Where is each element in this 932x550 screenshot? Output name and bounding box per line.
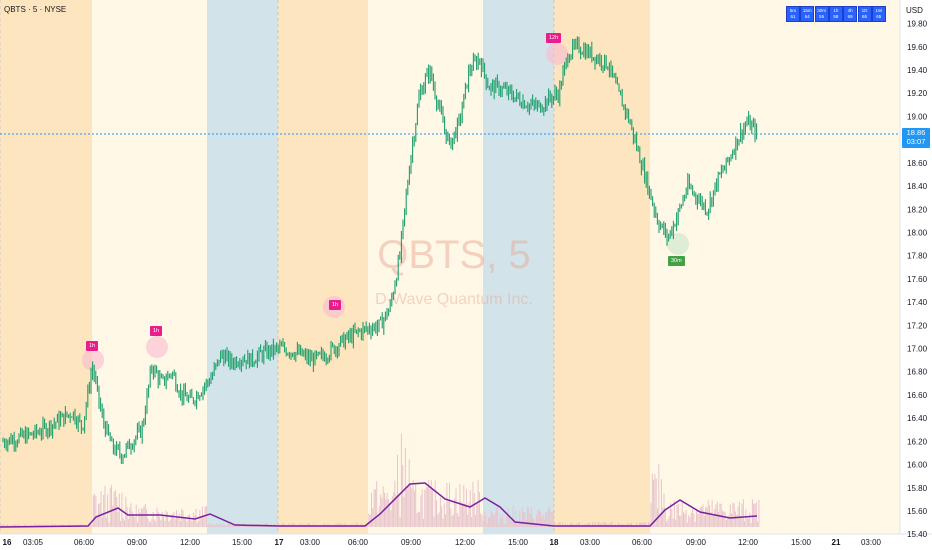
price-tick-label: 16.00	[907, 461, 928, 470]
time-axis[interactable]: 16 03:05 06:00 09:00 12:00 15:00 17 03:00 06:00 0…	[3, 538, 882, 547]
price-tick-label: 17.40	[907, 298, 928, 307]
session-band-premarket	[0, 0, 92, 534]
price-tick-label: 15.60	[907, 507, 928, 516]
price-tick-label: 18.00	[907, 228, 928, 237]
session-backgrounds	[0, 0, 900, 534]
volume-ma-line	[0, 482, 758, 528]
timeframe-value: 65	[876, 14, 882, 19]
price-tick-label: 17.80	[907, 252, 928, 261]
time-tick-label: 15:00	[508, 538, 529, 547]
time-tick-label: 17	[275, 538, 284, 547]
time-tick-label: 15:00	[232, 538, 253, 547]
low-marker-tag: 30m	[668, 256, 685, 266]
time-tick-label: 16	[3, 538, 12, 547]
timeframe-label: 30m	[817, 8, 826, 13]
price-tick-label: 16.40	[907, 414, 928, 423]
currency-label[interactable]: USD	[906, 6, 923, 15]
timeframe-label: 1h	[833, 8, 839, 13]
time-tick-label: 12:00	[738, 538, 759, 547]
timeframe-value: 64	[804, 14, 810, 19]
price-tick-label: 19.60	[907, 43, 928, 52]
price-tick-label: 17.00	[907, 345, 928, 354]
watermark-symbol: QBTS, 5	[377, 233, 530, 277]
high-marker-tag: 12h	[546, 33, 562, 43]
timeframe-box: 15m 64	[800, 6, 815, 22]
watermark-company: D-Wave Quantum Inc.	[375, 291, 533, 308]
timeframe-value: 58	[833, 14, 839, 19]
price-tick-label: 16.60	[907, 391, 928, 400]
time-tick-label: 06:00	[348, 538, 369, 547]
timeframe-value: 65	[861, 14, 867, 19]
time-tick-label: 06:00	[74, 538, 95, 547]
timeframe-label: 15m	[802, 8, 812, 13]
price-tick-label: 19.80	[907, 20, 928, 29]
timeframe-box: 30m 55	[814, 6, 829, 22]
timeframe-label: 1W	[875, 8, 883, 13]
session-band-premarket	[278, 0, 368, 534]
timeframe-value: 69	[847, 14, 853, 19]
timeframe-box: 1W 65	[871, 6, 886, 22]
price-tick-label: 16.20	[907, 437, 928, 446]
time-tick-label: 21	[832, 538, 841, 547]
price-tick-label: 19.20	[907, 89, 928, 98]
time-tick-label: 03:00	[580, 538, 601, 547]
price-tick-label: 17.60	[907, 275, 928, 284]
session-band-premarket	[554, 0, 650, 534]
time-tick-label: 09:00	[127, 538, 148, 547]
time-tick-label: 06:00	[632, 538, 653, 547]
price-tick-label: 16.80	[907, 368, 928, 377]
last-price-value: 18.86	[906, 128, 926, 137]
timeframe-box: 1h 58	[828, 6, 843, 22]
time-tick-label: 03:00	[300, 538, 321, 547]
session-band-afterhours	[483, 0, 554, 534]
time-tick-label: 09:00	[401, 538, 422, 547]
price-tick-label: 15.40	[907, 530, 928, 539]
high-marker-tag: 1h	[329, 300, 342, 310]
timeframe-box: 1D 65	[857, 6, 872, 22]
symbol-title[interactable]: QBTS · 5 · NYSE	[4, 5, 67, 14]
timeframe-value: 61	[790, 14, 796, 19]
price-tick-label: 19.40	[907, 66, 928, 75]
marker-circle	[82, 349, 104, 371]
timeframe-label: 5m	[789, 8, 797, 13]
price-tick-label: 17.20	[907, 321, 928, 330]
price-tick-label: 18.40	[907, 182, 928, 191]
price-tick-label: 18.20	[907, 205, 928, 214]
time-tick-label: 12:00	[180, 538, 201, 547]
time-tick-label: 03:05	[23, 538, 44, 547]
high-marker-tag: 1h	[86, 341, 99, 351]
marker-circle	[146, 336, 168, 358]
timeframe-box: 5m 61	[786, 6, 800, 22]
high-marker-tag: 1h	[150, 326, 163, 336]
time-tick-label: 15:00	[791, 538, 812, 547]
bar-countdown: 03:07	[906, 137, 926, 146]
timeframe-label: 1D	[861, 8, 868, 13]
price-tick-label: 15.80	[907, 484, 928, 493]
price-tick-label: 18.60	[907, 159, 928, 168]
time-tick-label: 12:00	[455, 538, 476, 547]
marker-circle	[546, 43, 568, 65]
session-band-afterhours	[207, 0, 278, 534]
time-tick-label: 18	[550, 538, 559, 547]
price-axis[interactable]: 19.8019.6019.4019.2019.0018.8018.6018.40…	[907, 20, 928, 540]
time-tick-label: 09:00	[686, 538, 707, 547]
timeframe-box: 4h 69	[843, 6, 858, 22]
timeframe-value: 55	[819, 14, 825, 19]
marker-circles	[82, 43, 689, 371]
day-separators	[0, 0, 555, 534]
price-tick-label: 19.00	[907, 112, 928, 121]
time-tick-label: 03:00	[861, 538, 882, 547]
marker-circle	[667, 233, 689, 255]
last-price-label: 18.86 03:07	[902, 128, 930, 148]
candles[interactable]	[2, 36, 758, 465]
timeframe-label: 4h	[847, 8, 853, 13]
session-band-regular	[650, 0, 900, 534]
session-band-regular	[92, 0, 207, 534]
